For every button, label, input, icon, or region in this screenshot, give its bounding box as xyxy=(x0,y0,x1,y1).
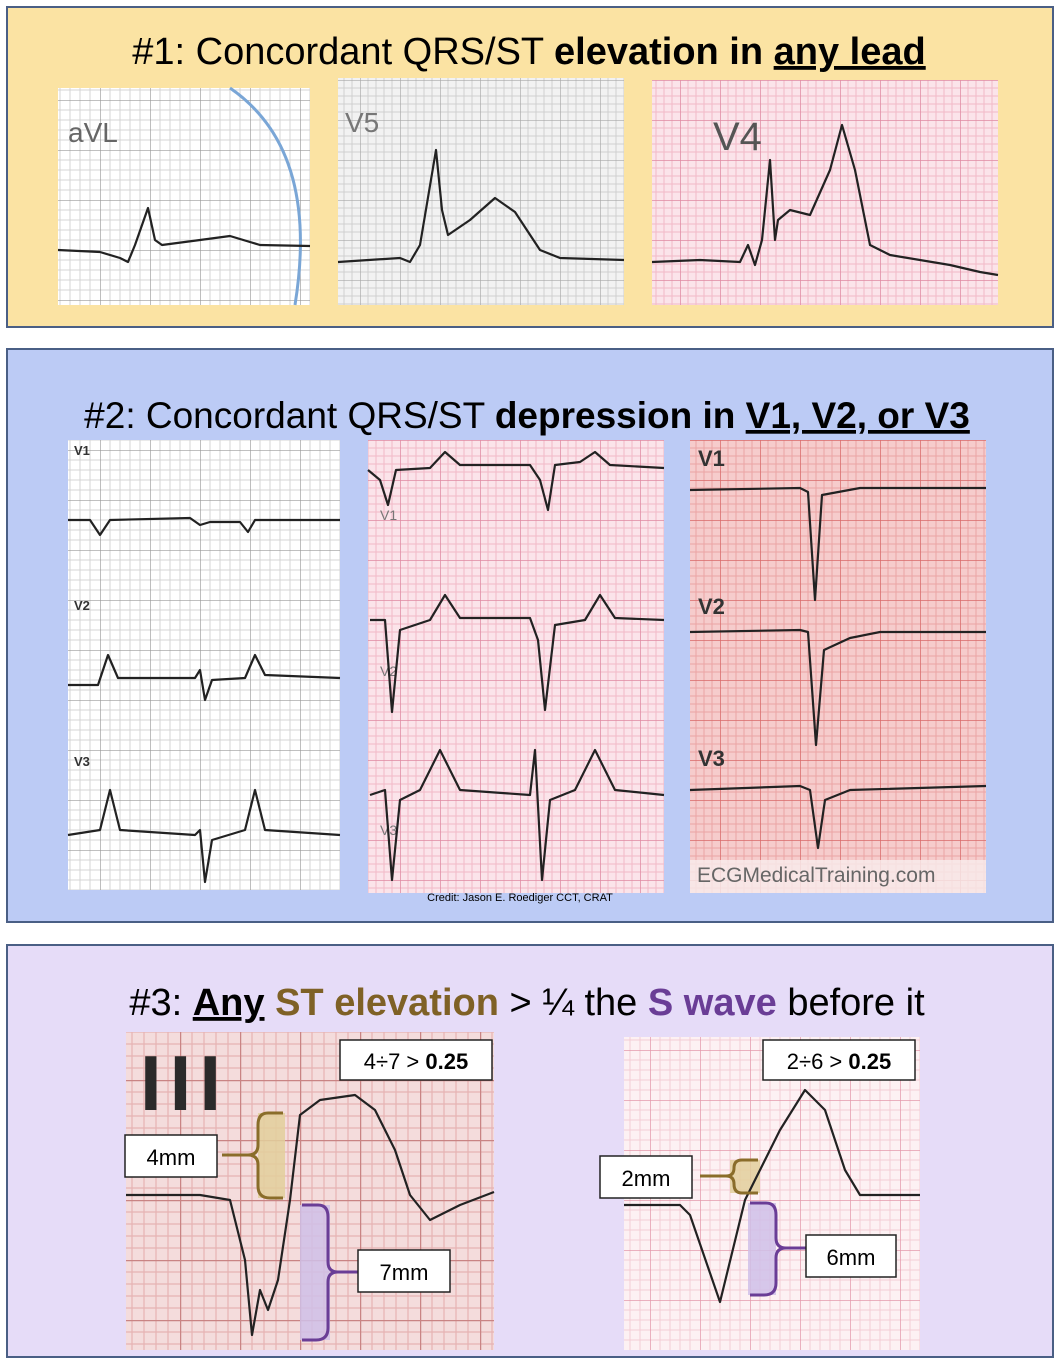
lead-label: III xyxy=(140,1039,229,1127)
ecg-wave xyxy=(367,450,665,512)
lead-label: V5 xyxy=(345,107,379,138)
st-highlight xyxy=(258,1113,285,1198)
label-box xyxy=(599,1155,693,1199)
ecg-wave xyxy=(370,593,665,714)
lead-label: V2 xyxy=(74,598,90,613)
ecg-wave xyxy=(67,788,341,884)
ecg-wave xyxy=(57,206,311,264)
title-part: before it xyxy=(777,982,925,1024)
ratio-part: 4÷7 > xyxy=(364,1049,426,1074)
title-part: depression in xyxy=(495,395,746,436)
title-part: #2: Concordant QRS/ST xyxy=(84,395,495,436)
panel-title: #1: Concordant QRS/ST elevation in any l… xyxy=(132,31,925,73)
ecg-strip xyxy=(68,440,340,890)
s-depth: 6mm xyxy=(827,1245,876,1270)
s-depth: 7mm xyxy=(380,1260,429,1285)
ratio-part: 0.25 xyxy=(425,1049,468,1074)
title-part: > ¼ the xyxy=(499,982,648,1024)
ecg-wave xyxy=(337,148,625,264)
brace xyxy=(302,1203,358,1342)
ecg-wave xyxy=(689,486,986,602)
brace xyxy=(700,1158,758,1195)
ecg-strip xyxy=(368,440,664,893)
st-height: 2mm xyxy=(622,1166,671,1191)
decoration xyxy=(229,86,302,306)
label-box xyxy=(124,1134,218,1178)
credit: Credit: Jason E. Roediger CCT, CRAT xyxy=(427,892,613,904)
brace xyxy=(222,1111,283,1200)
brace xyxy=(750,1201,806,1297)
ratio-box xyxy=(339,1039,493,1081)
lead-label: V3 xyxy=(698,746,725,771)
ecg-wave xyxy=(68,653,341,702)
ratio-part: 2÷6 > xyxy=(787,1049,849,1074)
title-part: elevation in xyxy=(554,31,774,73)
ecg-wave xyxy=(68,516,340,537)
ecg-wave xyxy=(651,123,999,277)
ecg-wave xyxy=(126,1093,495,1337)
panel-title: #3: Any ST elevation > ¼ the S wave befo… xyxy=(129,982,925,1024)
s-highlight xyxy=(300,1205,330,1340)
title-part: any lead xyxy=(774,31,926,73)
panel-title: #2: Concordant QRS/ST depression in V1, … xyxy=(84,395,970,436)
label-box xyxy=(805,1234,897,1278)
ratio: 2÷6 > 0.25 xyxy=(787,1049,891,1074)
ratio-box xyxy=(762,1039,916,1081)
lead-label: aVL xyxy=(68,117,118,148)
ecg-wave xyxy=(689,784,987,850)
s-highlight xyxy=(748,1203,776,1295)
ratio-part: 0.25 xyxy=(848,1049,891,1074)
ecg-wave xyxy=(689,628,986,747)
watermark: ECGMedicalTraining.com xyxy=(697,864,935,887)
title-part: V1, V2, or V3 xyxy=(746,395,970,436)
ratio: 4÷7 > 0.25 xyxy=(364,1049,468,1074)
lead-label: V3 xyxy=(74,754,90,769)
title-part: #3: xyxy=(129,982,192,1024)
ecg-strip xyxy=(338,78,624,305)
lead-label: V1 xyxy=(380,507,397,523)
label-box xyxy=(357,1249,451,1293)
lead-label: V1 xyxy=(698,446,725,471)
title-part: ST elevation xyxy=(265,982,499,1024)
ecg-wave xyxy=(624,1088,920,1304)
title-part: #1: Concordant QRS/ST xyxy=(132,31,554,73)
ecg-strip xyxy=(652,80,998,305)
title-part: Any xyxy=(193,982,265,1024)
st-height: 4mm xyxy=(147,1145,196,1170)
lead-label: V4 xyxy=(713,115,762,159)
ecg-wave xyxy=(369,748,665,882)
ecg-strip xyxy=(690,440,986,893)
title-part: S wave xyxy=(648,982,777,1024)
lead-label: V2 xyxy=(698,594,725,619)
lead-label: V1 xyxy=(74,443,90,458)
watermark-bg xyxy=(690,860,986,893)
